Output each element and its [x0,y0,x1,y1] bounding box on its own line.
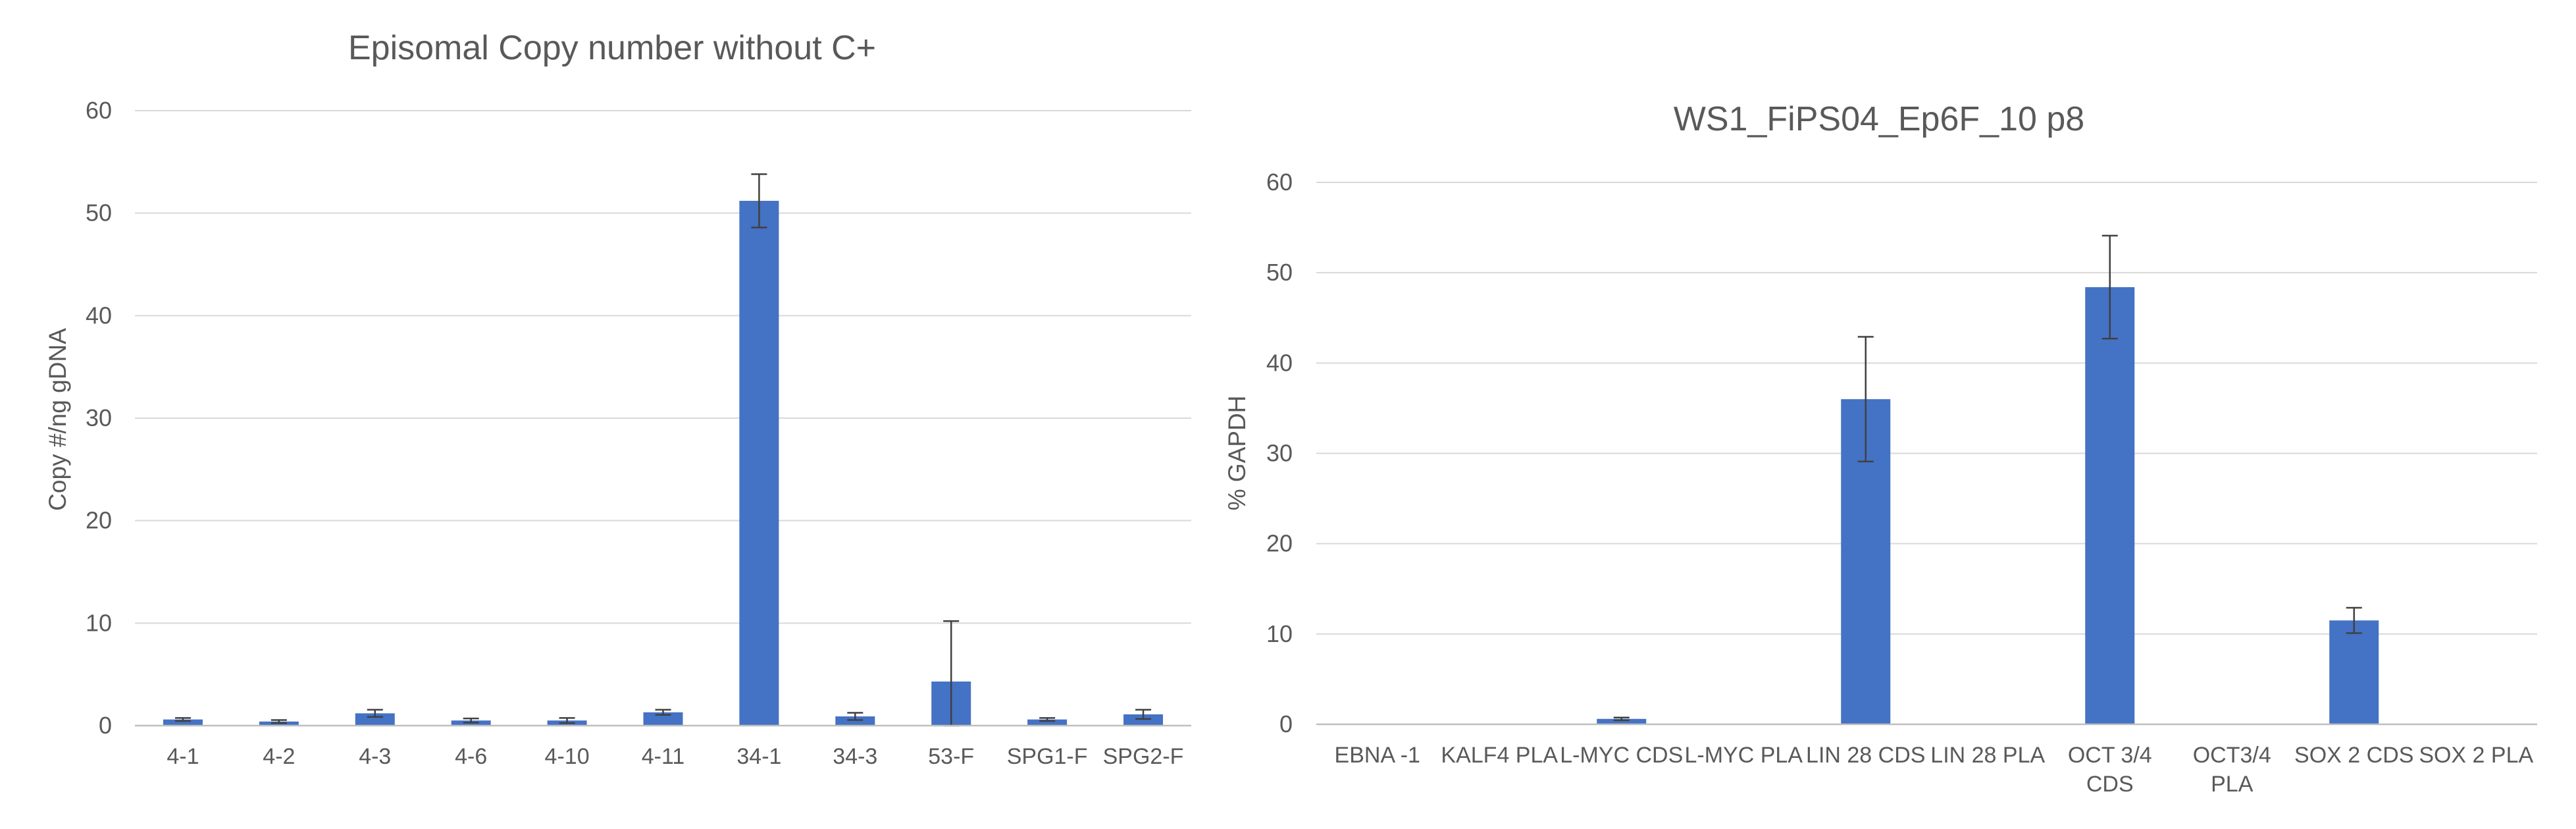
y-tick-label: 50 [1266,259,1293,286]
error-bar [1613,716,1630,722]
bar [1123,714,1164,726]
chart-right-svg: WS1_FiPS04_Ep6F_10 p8 % GAPDH 0 10 20 30 40 5… [1224,100,2537,797]
error-bar [1135,709,1152,720]
bar [643,712,683,726]
bar [2329,620,2379,724]
x-tick-label: 4-6 [455,744,487,769]
chart-title: Episomal Copy number without C+ [348,29,876,67]
error-bar [270,719,287,724]
x-tick-label: 4-1 [167,744,199,769]
x-tick-label: SPG1-F [1007,744,1088,769]
y-tick-label: 50 [86,200,112,227]
error-bar [1039,717,1056,722]
chart-title: WS1_FiPS04_Ep6F_10 p8 [1674,100,2084,138]
y-tick-label: 10 [1266,620,1293,647]
x-tick-label: SOX 2 CDS [2294,743,2413,768]
error-bar [2346,606,2362,634]
y-tick-label: 30 [86,404,112,431]
y-tick-label: 0 [1279,710,1293,737]
x-tick-label: OCT 3/4 CDS [2068,743,2152,797]
bar [739,200,779,726]
x-tick-label: OCT3/4 PLA [2193,743,2271,797]
x-tick-label: 53-F [928,744,974,769]
y-axis-label: Copy #/ng gDNA [44,328,71,511]
y-tick-label: 0 [99,712,112,739]
bar [1597,718,1647,724]
error-bar [2101,234,2118,340]
plot-area: 0 10 20 30 40 50 60 EBNA -1 KALF4 PLA L-MYC CDS L-… [1266,169,2537,797]
chart-left-svg: Episomal Copy number without C+ Copy #/n… [44,29,1191,769]
y-tick-label: 30 [1266,440,1293,467]
x-tick-label: 4-11 [642,744,685,769]
error-bar [559,717,575,724]
y-tick-label: 20 [1266,530,1293,557]
bar [1027,719,1068,726]
error-bar [655,709,671,716]
y-tick-label: 40 [1266,349,1293,376]
y-tick-label: 60 [86,97,112,124]
chart-episomal-copy-number: Episomal Copy number without C+ Copy #/n… [0,0,1224,829]
error-bar [847,712,863,721]
x-tick-label: SOX 2 PLA [2419,743,2533,768]
x-tick-label: L-MYC CDS [1560,743,1683,768]
x-tick-label: EBNA -1 [1335,743,1420,768]
bar [2085,287,2135,724]
error-bar [751,173,767,228]
bar [355,713,395,726]
x-tick-label: L-MYC PLA [1685,743,1803,768]
error-bar [463,717,479,724]
x-tick-label: KALF4 PLA [1441,743,1558,768]
bar [163,719,203,726]
y-tick-label: 40 [86,302,112,329]
x-tick-label: LIN 28 CDS [1806,743,1925,768]
x-tick-label: 4-10 [545,744,590,769]
x-tick-label: 4-2 [263,744,295,769]
bar [835,716,875,726]
error-bar [174,717,191,722]
error-bar [1857,336,1874,463]
x-tick-label: 34-1 [736,744,781,769]
x-tick-label: LIN 28 PLA [1930,743,2045,768]
x-tick-label: SPG2-F [1103,744,1184,769]
error-bar [367,709,383,718]
x-tick-label: 4-3 [359,744,391,769]
y-tick-label: 20 [86,507,112,534]
y-axis-label: % GAPDH [1224,396,1250,511]
chart-ws1-fips04: WS1_FiPS04_Ep6F_10 p8 % GAPDH 0 10 20 30 40 5… [1224,0,2576,829]
y-tick-label: 10 [86,609,112,636]
y-tick-label: 60 [1266,169,1293,196]
x-tick-label: 34-3 [833,744,877,769]
plot-area: 0 10 20 30 40 50 60 4-1 4-2 4-3 4-6 4-10 4-11 34-1 34-… [86,97,1191,769]
